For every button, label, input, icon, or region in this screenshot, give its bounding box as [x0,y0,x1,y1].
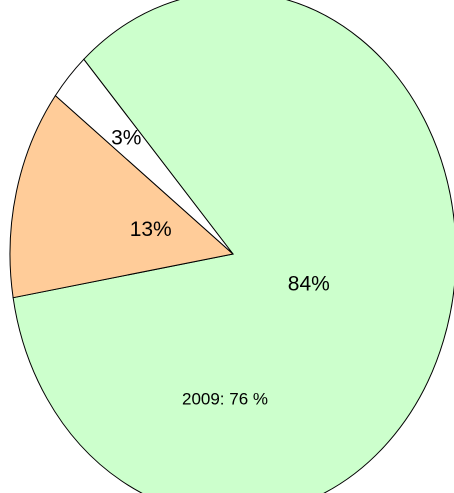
slice-label: 13% [130,218,172,241]
pie [9,0,454,493]
slice-label: 3% [111,126,141,149]
pie-slice [12,0,454,493]
pie-slice [54,58,234,255]
slice-label: 84% [288,273,330,296]
pie-slice [9,94,235,299]
annotation: 2009: 76 % [182,389,268,408]
